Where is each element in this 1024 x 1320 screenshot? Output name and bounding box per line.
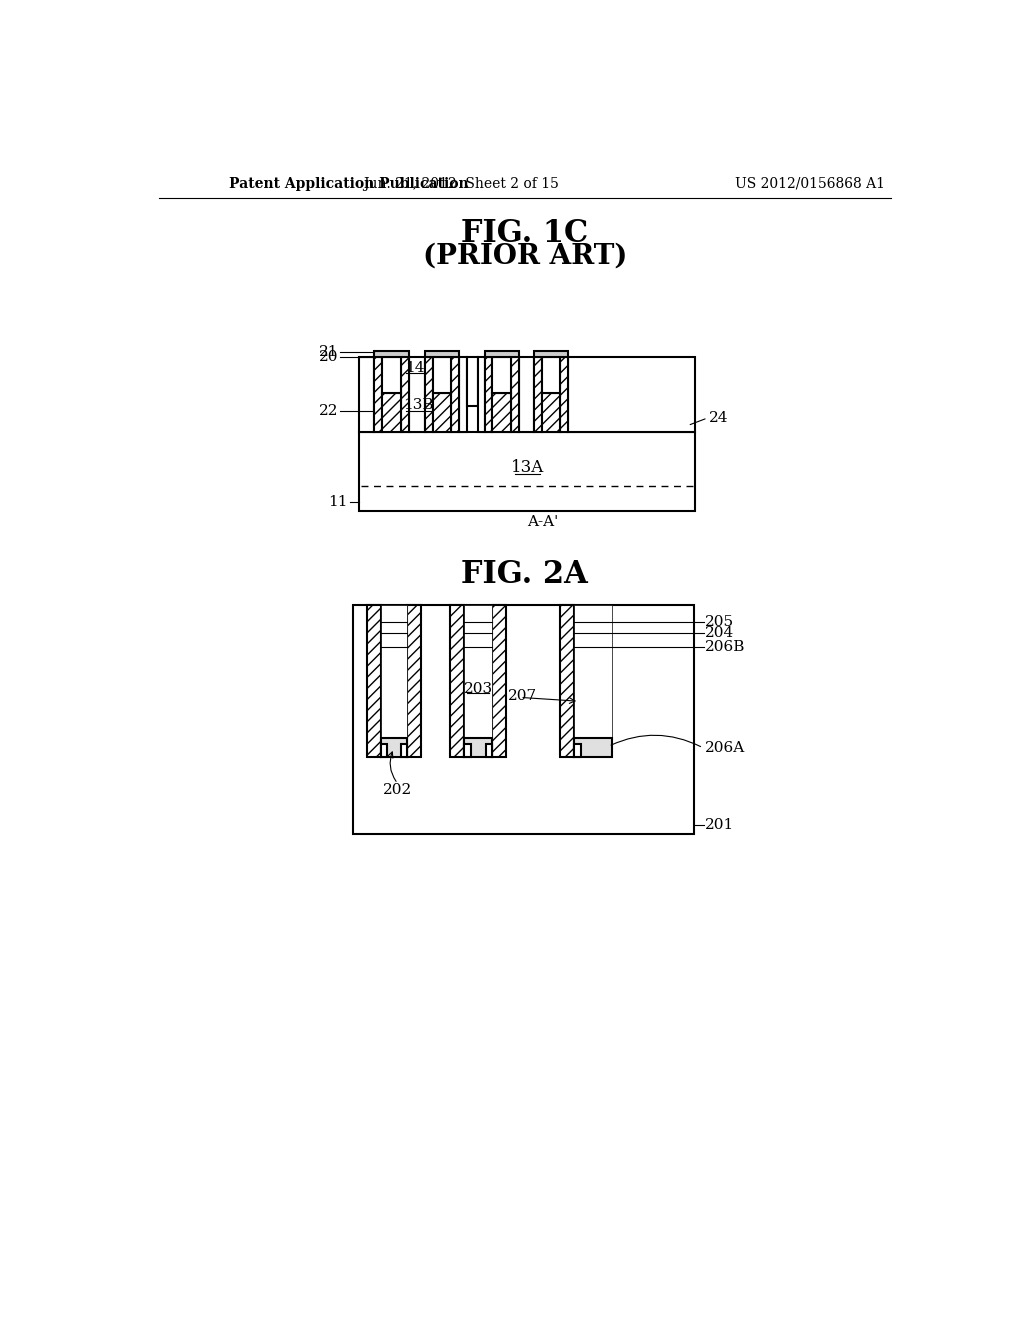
Text: 22: 22	[319, 404, 339, 418]
Bar	[452, 356, 459, 432]
Bar	[400, 744, 407, 758]
Bar	[381, 738, 407, 758]
Bar	[560, 356, 568, 432]
Bar	[542, 358, 560, 393]
Text: 13A: 13A	[511, 459, 544, 477]
Text: 205: 205	[706, 615, 734, 628]
Bar	[574, 744, 581, 758]
Bar	[367, 605, 381, 758]
Bar	[375, 351, 409, 358]
Bar	[511, 356, 518, 432]
Bar	[467, 358, 478, 407]
Bar	[425, 356, 432, 432]
Bar	[359, 432, 695, 511]
Bar	[535, 356, 542, 432]
Bar	[459, 356, 467, 432]
Bar	[400, 356, 409, 432]
Text: 206A: 206A	[706, 741, 745, 755]
Bar	[375, 356, 382, 432]
Bar	[359, 356, 375, 432]
Text: US 2012/0156868 A1: US 2012/0156868 A1	[735, 177, 885, 191]
Text: 204: 204	[706, 627, 734, 640]
Text: 21: 21	[319, 345, 339, 359]
Text: 20: 20	[319, 350, 339, 364]
Bar	[381, 744, 387, 758]
Bar	[381, 605, 407, 758]
Bar	[484, 351, 518, 358]
Bar	[535, 351, 568, 358]
Bar	[493, 605, 506, 758]
Text: 202: 202	[383, 783, 413, 797]
Text: 203: 203	[464, 682, 493, 696]
Bar	[432, 393, 452, 432]
Bar	[560, 605, 574, 758]
Bar	[382, 393, 400, 432]
Bar	[409, 356, 425, 432]
Text: 206B: 206B	[706, 640, 745, 655]
Bar	[407, 605, 421, 758]
Text: FIG. 1C: FIG. 1C	[461, 218, 589, 249]
Text: FIG. 2A: FIG. 2A	[462, 558, 588, 590]
Bar	[484, 356, 493, 432]
Bar	[425, 351, 459, 358]
Text: 24: 24	[710, 411, 729, 425]
Bar	[478, 356, 484, 432]
Bar	[352, 605, 693, 834]
Bar	[464, 605, 493, 758]
Bar	[518, 356, 535, 432]
Text: 11: 11	[329, 495, 348, 508]
Bar	[382, 358, 400, 393]
Text: 207: 207	[508, 689, 537, 702]
Bar	[574, 605, 612, 758]
Bar	[542, 393, 560, 432]
Bar	[493, 358, 511, 393]
Bar	[486, 744, 493, 758]
Bar	[432, 358, 452, 393]
Bar	[493, 393, 511, 432]
Bar	[568, 356, 695, 432]
Bar	[464, 738, 493, 758]
Text: A-A': A-A'	[527, 515, 558, 529]
Bar	[451, 605, 464, 758]
Bar	[574, 738, 612, 758]
Text: 14: 14	[406, 362, 425, 375]
Text: 201: 201	[706, 818, 734, 832]
Text: Patent Application Publication: Patent Application Publication	[228, 177, 468, 191]
Bar	[464, 744, 471, 758]
Text: 13B: 13B	[403, 399, 433, 412]
Text: (PRIOR ART): (PRIOR ART)	[423, 243, 627, 269]
Text: Jun. 21, 2012  Sheet 2 of 15: Jun. 21, 2012 Sheet 2 of 15	[364, 177, 559, 191]
